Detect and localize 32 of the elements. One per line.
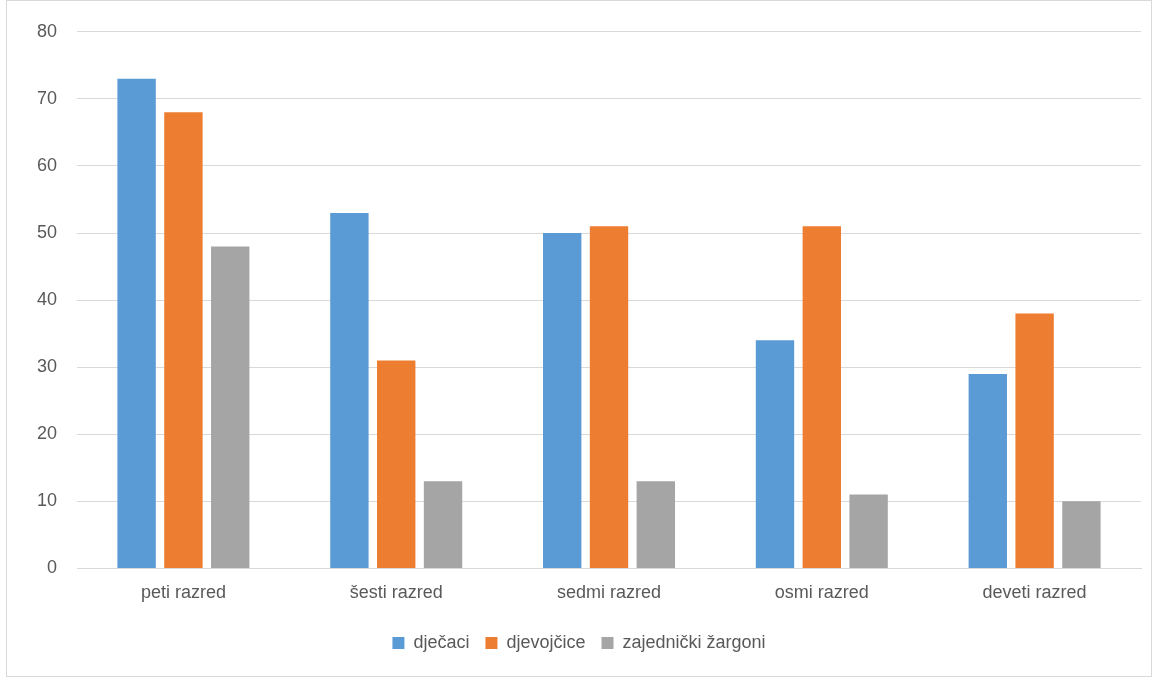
bar bbox=[802, 226, 841, 568]
legend-label: zajednički žargoni bbox=[622, 631, 766, 652]
bar bbox=[543, 233, 582, 568]
x-tick-label: sedmi razred bbox=[556, 582, 662, 603]
bar bbox=[330, 212, 369, 568]
bar bbox=[117, 78, 156, 568]
bar bbox=[589, 226, 629, 568]
y-tick-label: 20 bbox=[36, 423, 58, 444]
bar bbox=[211, 246, 250, 568]
x-tick-label: osmi razred bbox=[774, 582, 869, 603]
bar bbox=[968, 373, 1007, 568]
bar bbox=[755, 340, 795, 568]
legend-label: djevojčice bbox=[506, 631, 586, 652]
y-tick-label: 30 bbox=[36, 356, 58, 377]
bar bbox=[377, 360, 416, 568]
bar bbox=[849, 494, 888, 568]
legend-label: dječaci bbox=[413, 631, 470, 652]
x-tick-label: deveti razred bbox=[982, 582, 1087, 603]
y-tick-label: 10 bbox=[36, 490, 58, 511]
y-tick-label: 60 bbox=[36, 154, 58, 175]
x-tick-label: šesti razred bbox=[349, 582, 443, 603]
y-tick-label: 50 bbox=[36, 221, 58, 242]
bar bbox=[636, 481, 676, 568]
y-tick-label: 0 bbox=[47, 557, 58, 578]
y-tick-label: 40 bbox=[36, 289, 58, 310]
bar bbox=[423, 481, 463, 568]
bar bbox=[1062, 501, 1101, 568]
bar bbox=[164, 112, 203, 568]
y-tick-label: 80 bbox=[36, 20, 58, 41]
bar bbox=[1015, 313, 1054, 568]
x-tick-label: peti razred bbox=[140, 582, 226, 603]
y-tick-label: 70 bbox=[36, 87, 58, 108]
